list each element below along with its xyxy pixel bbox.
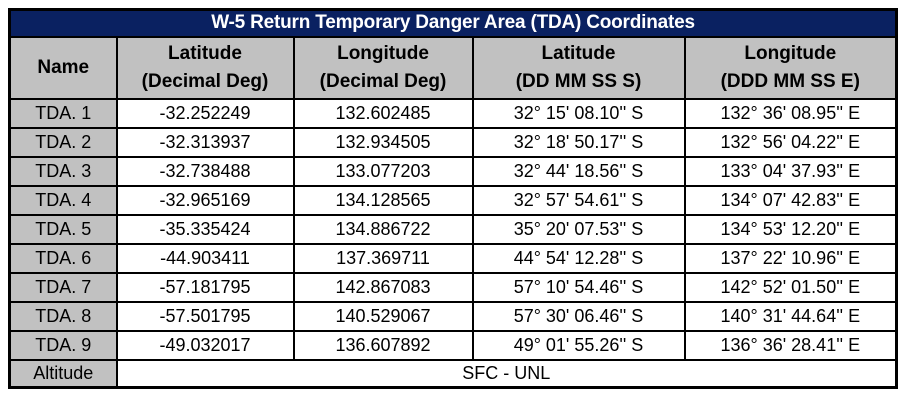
cell-lat-dms: 44° 54' 12.28'' S bbox=[471, 242, 686, 274]
header-latitude-decimal-bottom: (Decimal Deg) bbox=[141, 70, 269, 92]
header-longitude-dms-top: Longitude bbox=[744, 42, 837, 64]
table-row: TDA. 5 -35.335424 134.886722 35° 20' 07.53'… bbox=[8, 213, 898, 245]
cell-lon-dms: 140° 31' 44.64'' E bbox=[683, 300, 898, 332]
table-title: W-5 Return Temporary Danger Area (TDA) C… bbox=[8, 8, 898, 38]
cell-lat-dec: -57.501795 bbox=[115, 300, 295, 332]
cell-lon-dec: 132.934505 bbox=[292, 126, 474, 158]
cell-name: TDA. 6 bbox=[8, 242, 118, 274]
table-row: TDA. 8 -57.501795 140.529067 57° 30' 06.46'… bbox=[8, 300, 898, 332]
header-row: Name Latitude (Decimal Deg) Longitude (D… bbox=[8, 35, 898, 100]
header-name: Name bbox=[8, 35, 118, 100]
table-row: TDA. 9 -49.032017 136.607892 49° 01' 55.26'… bbox=[8, 329, 898, 361]
tda-coordinates-table: W-5 Return Temporary Danger Area (TDA) C… bbox=[8, 8, 899, 389]
header-latitude-dms-top: Latitude bbox=[541, 42, 616, 64]
cell-lat-dec: -32.965169 bbox=[115, 184, 295, 216]
table-row: TDA. 4 -32.965169 134.128565 32° 57' 54.61'… bbox=[8, 184, 898, 216]
cell-lon-dms: 132° 56' 04.22'' E bbox=[683, 126, 898, 158]
table-row: TDA. 2 -32.313937 132.934505 32° 18' 50.17'… bbox=[8, 126, 898, 158]
table-row: TDA. 1 -32.252249 132.602485 32° 15' 08.10'… bbox=[8, 97, 898, 129]
altitude-row: Altitude SFC - UNL bbox=[8, 358, 898, 389]
cell-name: TDA. 9 bbox=[8, 329, 118, 361]
cell-lat-dms: 35° 20' 07.53'' S bbox=[471, 213, 686, 245]
cell-lat-dms: 49° 01' 55.26'' S bbox=[471, 329, 686, 361]
header-longitude-decimal-top: Longitude bbox=[337, 42, 429, 64]
header-longitude-dms: Longitude (DDD MM SS E) bbox=[683, 35, 898, 100]
table-row: TDA. 3 -32.738488 133.077203 32° 44' 18.56'… bbox=[8, 155, 898, 187]
cell-lat-dms: 32° 44' 18.56'' S bbox=[471, 155, 686, 187]
header-latitude-decimal: Latitude (Decimal Deg) bbox=[115, 35, 295, 100]
header-latitude-dms-bottom: (DD MM SS S) bbox=[515, 70, 642, 92]
cell-lon-dec: 140.529067 bbox=[292, 300, 474, 332]
cell-lat-dec: -32.313937 bbox=[115, 126, 295, 158]
header-longitude-decimal-bottom: (Decimal Deg) bbox=[319, 70, 447, 92]
header-longitude-decimal: Longitude (Decimal Deg) bbox=[292, 35, 474, 100]
cell-lat-dec: -49.032017 bbox=[115, 329, 295, 361]
cell-name: TDA. 8 bbox=[8, 300, 118, 332]
cell-name: TDA. 7 bbox=[8, 271, 118, 303]
cell-lat-dec: -35.335424 bbox=[115, 213, 295, 245]
cell-lat-dec: -32.252249 bbox=[115, 97, 295, 129]
cell-lat-dms: 32° 18' 50.17'' S bbox=[471, 126, 686, 158]
cell-lon-dms: 134° 53' 12.20'' E bbox=[683, 213, 898, 245]
cell-name: TDA. 3 bbox=[8, 155, 118, 187]
cell-lon-dec: 136.607892 bbox=[292, 329, 474, 361]
cell-lon-dms: 133° 04' 37.93'' E bbox=[683, 155, 898, 187]
cell-lat-dms: 57° 10' 54.46'' S bbox=[471, 271, 686, 303]
cell-lon-dec: 134.128565 bbox=[292, 184, 474, 216]
altitude-label-cell: Altitude bbox=[8, 358, 118, 389]
cell-lon-dec: 137.369711 bbox=[292, 242, 474, 274]
cell-lon-dms: 136° 36' 28.41'' E bbox=[683, 329, 898, 361]
cell-lon-dms: 132° 36' 08.95'' E bbox=[683, 97, 898, 129]
altitude-value-cell: SFC - UNL bbox=[115, 358, 898, 389]
cell-name: TDA. 1 bbox=[8, 97, 118, 129]
header-longitude-dms-bottom: (DDD MM SS E) bbox=[720, 70, 860, 92]
cell-lat-dms: 57° 30' 06.46'' S bbox=[471, 300, 686, 332]
cell-lat-dec: -57.181795 bbox=[115, 271, 295, 303]
header-latitude-dms: Latitude (DD MM SS S) bbox=[471, 35, 686, 100]
table-row: TDA. 7 -57.181795 142.867083 57° 10' 54.46'… bbox=[8, 271, 898, 303]
cell-lat-dms: 32° 57' 54.61'' S bbox=[471, 184, 686, 216]
cell-name: TDA. 5 bbox=[8, 213, 118, 245]
cell-lat-dms: 32° 15' 08.10'' S bbox=[471, 97, 686, 129]
cell-lon-dms: 137° 22' 10.96'' E bbox=[683, 242, 898, 274]
cell-lat-dec: -32.738488 bbox=[115, 155, 295, 187]
cell-lon-dms: 134° 07' 42.83'' E bbox=[683, 184, 898, 216]
cell-lon-dms: 142° 52' 01.50'' E bbox=[683, 271, 898, 303]
cell-lon-dec: 134.886722 bbox=[292, 213, 474, 245]
cell-lon-dec: 132.602485 bbox=[292, 97, 474, 129]
table-row: TDA. 6 -44.903411 137.369711 44° 54' 12.28'… bbox=[8, 242, 898, 274]
header-name-label: Name bbox=[37, 56, 90, 78]
cell-name: TDA. 4 bbox=[8, 184, 118, 216]
title-row: W-5 Return Temporary Danger Area (TDA) C… bbox=[8, 8, 898, 38]
cell-lon-dec: 133.077203 bbox=[292, 155, 474, 187]
header-latitude-decimal-top: Latitude bbox=[168, 42, 242, 64]
cell-lon-dec: 142.867083 bbox=[292, 271, 474, 303]
cell-name: TDA. 2 bbox=[8, 126, 118, 158]
cell-lat-dec: -44.903411 bbox=[115, 242, 295, 274]
